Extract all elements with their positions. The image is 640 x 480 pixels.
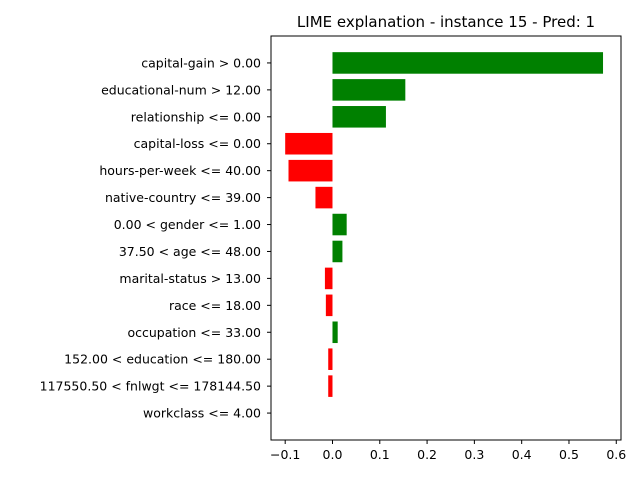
- x-tick-label-4: 0.3: [464, 447, 484, 462]
- y-tick-label-12: 117550.50 < fnlwgt <= 178144.50: [40, 379, 261, 394]
- x-tick-label-2: 0.1: [370, 447, 390, 462]
- y-tick-label-10: occupation <= 33.00: [127, 325, 261, 340]
- x-tick-label-3: 0.2: [417, 447, 437, 462]
- x-tick-label-7: 0.6: [606, 447, 626, 462]
- bar-6: [332, 213, 347, 236]
- y-tick-label-11: 152.00 < education <= 180.00: [64, 352, 261, 367]
- x-tick-label-5: 0.4: [512, 447, 532, 462]
- bar-7: [332, 240, 343, 263]
- bars: [285, 52, 604, 397]
- bar-8: [324, 267, 333, 290]
- bar-5: [315, 186, 333, 209]
- y-tick-label-1: educational-num > 12.00: [101, 82, 261, 97]
- bar-2: [332, 106, 386, 128]
- y-tick-label-7: 37.50 < age <= 48.00: [119, 244, 261, 259]
- bar-11: [328, 348, 333, 370]
- y-tick-label-2: relationship <= 0.00: [131, 109, 261, 124]
- y-tick-labels: capital-gain > 0.00 educational-num > 12.…: [40, 55, 271, 421]
- y-tick-label-5: native-country <= 39.00: [105, 190, 261, 205]
- x-axis: −0.1 0.0 0.1 0.2 0.3 0.4 0.5 0.6: [270, 440, 626, 462]
- x-tick-label-6: 0.5: [559, 447, 579, 462]
- bar-1: [332, 79, 406, 101]
- bar-9: [325, 294, 333, 317]
- bar-12: [328, 375, 333, 397]
- y-tick-label-0: capital-gain > 0.00: [141, 55, 261, 70]
- bar-0: [332, 52, 604, 74]
- y-tick-label-13: workclass <= 4.00: [143, 406, 261, 421]
- y-tick-label-4: hours-per-week <= 40.00: [99, 163, 261, 178]
- bar-10: [332, 321, 338, 344]
- y-tick-label-9: race <= 18.00: [169, 298, 261, 313]
- x-tick-label-0: −0.1: [270, 447, 300, 462]
- chart-title: LIME explanation - instance 15 - Pred: 1: [297, 13, 595, 31]
- y-tick-label-8: marital-status > 13.00: [119, 271, 261, 286]
- y-tick-label-6: 0.00 < gender <= 1.00: [114, 217, 261, 232]
- bar-3: [285, 132, 333, 155]
- y-tick-label-3: capital-loss <= 0.00: [134, 136, 261, 151]
- x-tick-label-1: 0.0: [323, 447, 343, 462]
- bar-4: [288, 159, 333, 182]
- plot-frame: [270, 35, 622, 441]
